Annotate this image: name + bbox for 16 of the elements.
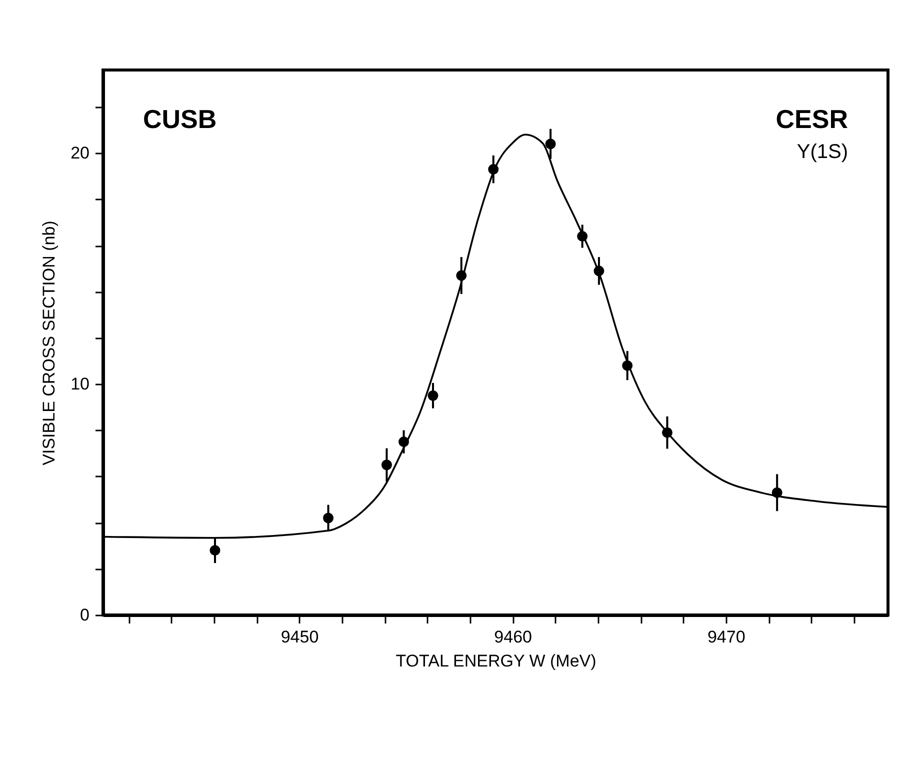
point: [210, 545, 220, 556]
y-tick-label: 10: [70, 374, 90, 394]
point: [545, 138, 556, 150]
y-tick-label: 20: [70, 144, 90, 163]
y-tick-label: 0: [80, 606, 90, 624]
x-tick-label: 9460: [494, 628, 532, 646]
annotation: Υ(1S): [796, 141, 848, 163]
x-tick-label: 9470: [707, 628, 746, 646]
annotation: CUSB: [143, 104, 217, 134]
point: [428, 390, 438, 401]
point: [381, 460, 392, 470]
x-axis-title: TOTAL ENERGY W (MeV): [396, 652, 596, 670]
point: [323, 512, 334, 524]
annotation: CESR: [776, 104, 848, 134]
y-axis-title: VISIBLE CROSS SECTION (nb): [40, 220, 59, 466]
x-tick-label: 9450: [280, 628, 319, 646]
